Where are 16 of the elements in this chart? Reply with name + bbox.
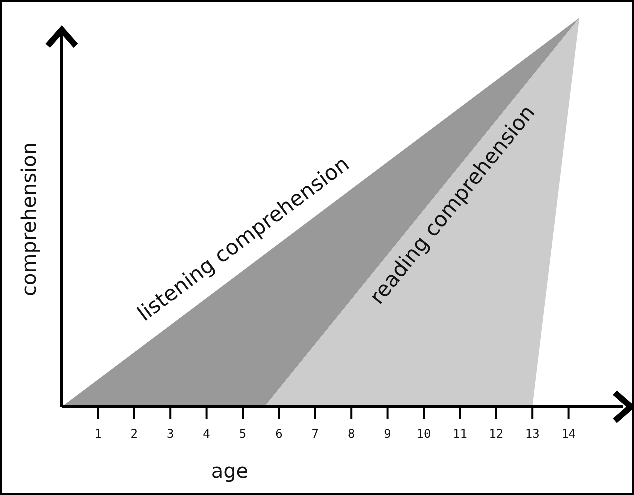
x-tick-label: 8: [348, 427, 356, 441]
x-tick-label: 2: [130, 427, 138, 441]
y-axis-title: comprehension: [17, 142, 41, 297]
x-axis-title: age: [211, 459, 249, 483]
x-tick-label: 13: [525, 427, 540, 441]
x-tick-label: 12: [489, 427, 504, 441]
x-tick-label: 14: [562, 427, 576, 441]
x-tick-label: 7: [312, 427, 320, 441]
x-tick-label: 10: [416, 427, 432, 441]
x-tick-label: 1: [94, 427, 102, 441]
x-tick-label: 4: [203, 427, 210, 441]
x-tick-label: 3: [166, 427, 174, 441]
x-tick-label: 6: [276, 427, 283, 441]
x-tick-label: 5: [239, 427, 247, 441]
x-tick-label: 11: [452, 427, 468, 441]
x-tick-label: 9: [384, 427, 392, 441]
